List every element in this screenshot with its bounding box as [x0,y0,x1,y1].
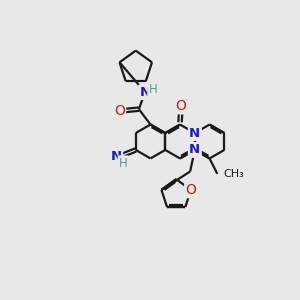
Text: O: O [114,104,125,118]
Text: N: N [189,143,200,157]
Text: N: N [189,127,200,140]
Text: CH₃: CH₃ [224,169,244,179]
Text: N: N [111,150,122,163]
Text: O: O [185,183,197,197]
Text: N: N [189,143,200,157]
Text: N: N [140,86,151,99]
Text: N: N [189,127,200,140]
Text: O: O [176,99,186,113]
Text: H: H [148,82,157,96]
Text: H: H [119,157,128,169]
